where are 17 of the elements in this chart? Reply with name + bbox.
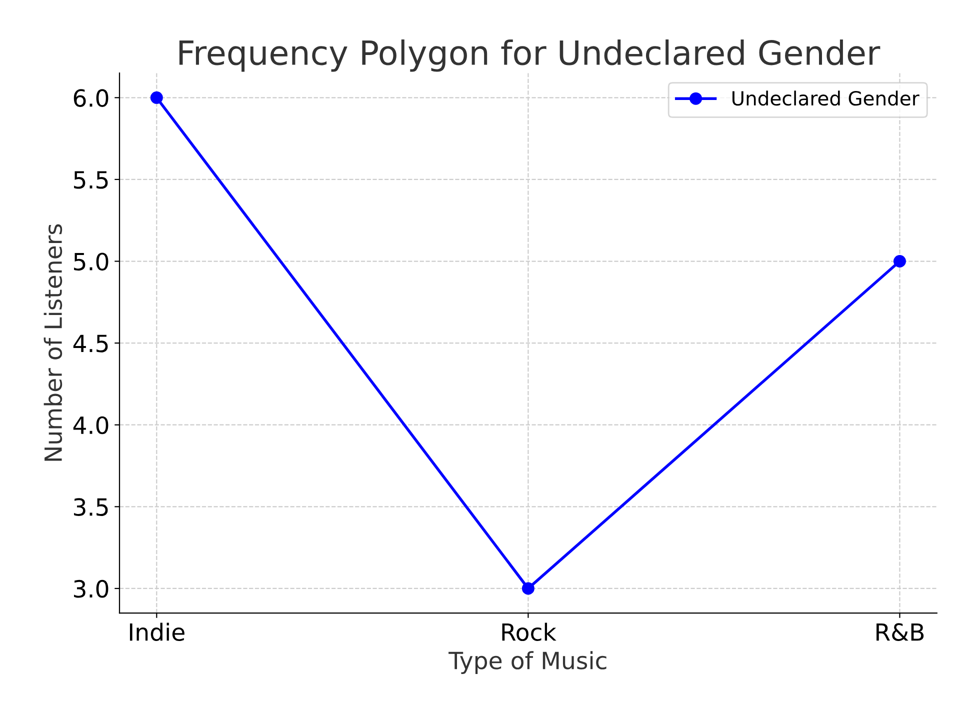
x-tick-label: Rock	[502, 622, 556, 642]
y-tick-label: 5.5	[74, 171, 108, 189]
point	[150, 91, 163, 104]
chart-title: Frequency Polygon for Undeclared Gender	[179, 39, 880, 72]
y-tick-label: 5.0	[74, 252, 108, 271]
x-tick-label: R&B	[876, 623, 924, 642]
legend-label: Undeclared Gender	[732, 90, 920, 106]
y-tick-label: 4.0	[73, 416, 108, 434]
x-tick-label: Indie	[130, 622, 184, 642]
y-tick-label: 3.5	[74, 498, 108, 516]
point	[522, 582, 534, 595]
point	[893, 255, 906, 268]
y-tick-label: 3.0	[74, 580, 108, 598]
y-tick-label: 4.5	[73, 334, 108, 352]
y-tick-label: 6.0	[74, 89, 108, 107]
y-axis-title: Number of Listeners	[44, 224, 62, 461]
x-axis-title: Type of Music	[448, 651, 606, 674]
